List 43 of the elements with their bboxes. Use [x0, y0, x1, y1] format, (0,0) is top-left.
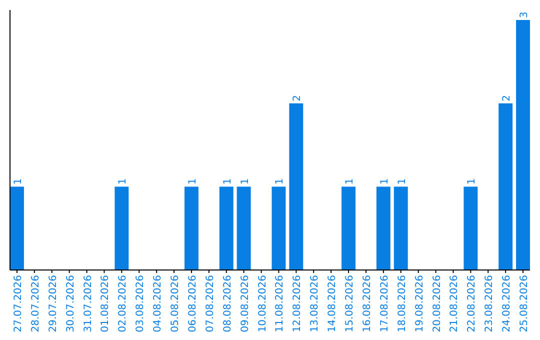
- data-label: 1: [344, 178, 356, 185]
- x-tick-label: 28.07.2026: [30, 275, 42, 332]
- x-tick-label: 09.08.2026: [240, 275, 251, 332]
- x-tick-label: 17.08.2026: [379, 275, 390, 332]
- x-tick-label: 16.08.2026: [362, 275, 373, 332]
- x-tick-label: 25.08.2026: [519, 275, 530, 332]
- x-tick-label: 27.07.2026: [12, 275, 24, 332]
- x-tick-label: 22.08.2026: [466, 275, 478, 332]
- x-tick-label: 30.07.2026: [65, 275, 76, 332]
- x-tick-label: 24.08.2026: [502, 275, 513, 332]
- data-label: 2: [502, 94, 513, 102]
- x-tick-label: 31.07.2026: [82, 275, 94, 332]
- x-tick-label: 29.07.2026: [48, 275, 59, 332]
- x-tick-label: 15.08.2026: [344, 275, 356, 332]
- x-tick-label: 02.08.2026: [118, 275, 129, 332]
- x-tick-label: 14.08.2026: [327, 275, 338, 332]
- data-label: 1: [240, 178, 251, 185]
- x-tick-label: 07.08.2026: [204, 275, 216, 332]
- x-tick-label: 12.08.2026: [292, 275, 304, 332]
- data-label: 1: [222, 178, 234, 185]
- x-tick-label: 11.08.2026: [274, 275, 286, 332]
- x-tick-label: 10.08.2026: [257, 275, 268, 332]
- x-tick-label: 05.08.2026: [170, 275, 182, 332]
- data-label: 1: [12, 178, 24, 185]
- x-tick-label: 04.08.2026: [152, 275, 164, 332]
- x-tick-label: 20.08.2026: [432, 275, 443, 332]
- x-tick-label: 13.08.2026: [310, 275, 321, 332]
- x-tick-label: 21.08.2026: [449, 275, 460, 332]
- data-label: 1: [379, 178, 390, 185]
- x-tick-label: 19.08.2026: [414, 275, 426, 332]
- x-tick-label: 06.08.2026: [187, 275, 198, 332]
- x-tick-label: 18.08.2026: [396, 275, 408, 332]
- data-label: 1: [187, 178, 198, 185]
- x-tick-label: 01.08.2026: [100, 275, 112, 332]
- data-label: 1: [274, 178, 286, 185]
- x-tick-label: 03.08.2026: [135, 275, 146, 332]
- data-label: 3: [519, 12, 530, 18]
- data-label: 1: [396, 178, 408, 185]
- x-tick-label: 23.08.2026: [484, 275, 496, 332]
- data-label: 1: [466, 178, 478, 185]
- data-label: 2: [292, 94, 304, 102]
- data-label: 1: [118, 178, 129, 185]
- x-tick-label: 08.08.2026: [222, 275, 234, 332]
